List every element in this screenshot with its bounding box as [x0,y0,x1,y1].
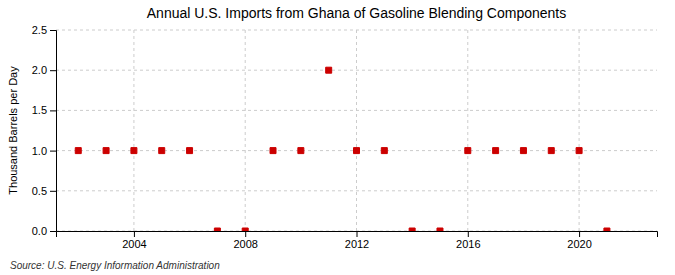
grid-line [56,70,657,71]
tick-mark [50,30,56,31]
source: Source: U.S. Energy Information Administ… [10,260,220,271]
point [326,67,332,73]
y-axis-title: Thousand Barrels per Day [7,66,19,195]
tick-label: 1.0 [32,145,47,157]
tick-label: 0.0 [32,225,47,237]
tick: 2.0 [32,64,56,76]
tick-mark [468,231,469,237]
point [131,148,137,154]
tick-label: 0.5 [32,185,47,197]
tick-mark [134,231,135,237]
point [242,228,248,231]
grid-line [133,30,134,231]
points [75,67,610,231]
point [270,148,276,154]
plot: 2004 2008 2012 2016 2020 0.0 0.5 1.0 1.5 2.0 2.5 [32,24,658,250]
tick-mark [579,231,580,237]
point [381,148,387,154]
point [493,148,499,154]
point [159,148,165,154]
x-axis: 2004 2008 2012 2016 2020 [57,231,658,250]
point [103,148,109,154]
tick: 2020 [567,231,591,250]
point [298,148,304,154]
tick-label: 2.5 [32,24,47,36]
tick-mark [50,231,56,232]
axis-line [50,31,57,232]
point [214,228,220,231]
tick-mark [357,231,358,237]
chart: 2004 2008 2012 2016 2020 0.0 0.5 1.0 1.5 2.0 2.5 An… [0,0,675,275]
tick-mark [245,231,246,237]
tick-label: 2020 [567,238,591,250]
tick: 2012 [345,231,369,250]
point [604,228,610,231]
tick-label: 2012 [345,238,369,250]
title: Annual U.S. Imports from Ghana of Gasoli… [147,5,566,21]
point [75,148,81,154]
tick: 1.5 [32,104,56,116]
grid-line [579,30,580,231]
tick-mark [50,191,56,192]
grid-line [56,190,657,191]
tick: 2.5 [32,24,56,36]
point [187,148,193,154]
tick: 2008 [233,231,257,250]
grid [56,30,657,231]
grid-line [245,30,246,231]
tick-mark [50,70,56,71]
tick-mark [50,151,56,152]
tick-mark [50,110,56,111]
grid-line [356,30,357,231]
y-axis: 0.0 0.5 1.0 1.5 2.0 2.5 [32,24,57,237]
point [465,148,471,154]
point [576,148,582,154]
point [520,148,526,154]
point [548,148,554,154]
tick: 0.5 [32,185,56,197]
tick: 2004 [122,231,146,250]
tick-label: 2016 [456,238,480,250]
point [437,228,443,231]
tick: 2016 [456,231,480,250]
tick: 0.0 [32,225,56,237]
tick: 1.0 [32,145,56,157]
tick-label: 1.5 [32,104,47,116]
tick-label: 2008 [233,238,257,250]
grid-line [467,30,468,231]
tick-label: 2004 [122,238,146,250]
axis-line [57,232,658,238]
point [409,228,415,231]
point [354,148,360,154]
tick-label: 2.0 [32,64,47,76]
